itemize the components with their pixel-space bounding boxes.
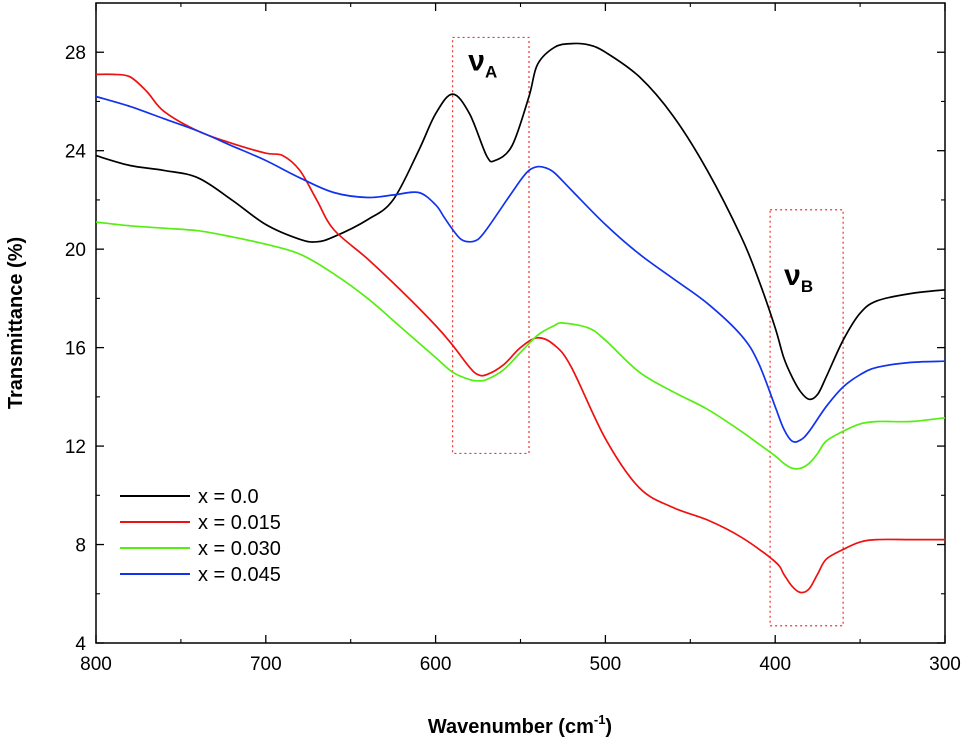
y-tick-label: 20 (65, 240, 86, 261)
y-tick-label: 12 (65, 437, 86, 458)
x-tick-label: 600 (420, 654, 452, 675)
y-axis-title: Transmittance (%) (5, 237, 27, 409)
series-line-4 (95, 95, 946, 443)
x-axis-title-superscript: -1 (594, 712, 606, 727)
series-layer (95, 42, 946, 594)
y-tick-label: 8 (75, 536, 86, 557)
legend: x = 0.0 x = 0.015 x = 0.030 x = 0.045 (120, 486, 281, 586)
band-highlight-box-a (451, 36, 530, 455)
y-tick-label: 16 (65, 339, 86, 360)
x-tick-label: 500 (590, 654, 622, 675)
x-tick-label: 400 (759, 654, 791, 675)
series-line-3 (95, 221, 946, 470)
y-tick-label: 24 (65, 142, 87, 163)
band-label-a: νA (468, 44, 497, 81)
x-tick-label: 300 (929, 654, 961, 675)
legend-label: x = 0.045 (198, 564, 281, 586)
x-axis: 800 700 600 500 400 300 (80, 3, 961, 675)
legend-label: x = 0.0 (198, 486, 259, 508)
annotation-layer: νA νB (451, 36, 844, 627)
series-line-1 (95, 42, 946, 401)
y-tick-label: 28 (65, 43, 86, 64)
legend-label: x = 0.015 (198, 512, 281, 534)
band-highlight-box-b (769, 209, 844, 627)
series-line-2 (95, 73, 945, 594)
x-tick-label: 700 (250, 654, 282, 675)
y-axis: 4 8 12 16 20 24 28 (65, 43, 945, 655)
x-axis-title-main: Wavenumber (cm (428, 716, 594, 738)
x-axis-title-end: ) (605, 716, 612, 738)
x-axis-title: Wavenumber (cm-1) (428, 712, 612, 738)
x-tick-label: 800 (80, 654, 112, 675)
y-tick-label: 4 (75, 634, 86, 655)
band-label-b: νB (784, 259, 813, 296)
legend-label: x = 0.030 (198, 538, 281, 560)
